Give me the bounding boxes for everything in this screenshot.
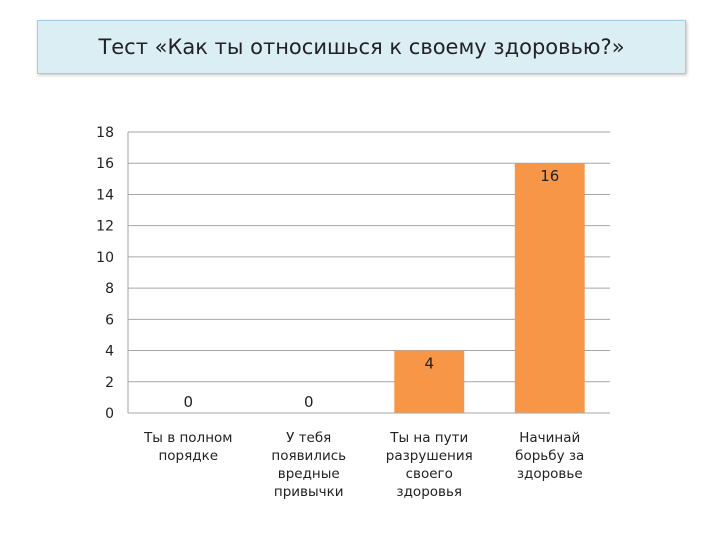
bar: [394, 350, 465, 413]
bars: [394, 163, 585, 413]
data-label: 16: [540, 167, 559, 185]
y-tick-label: 4: [105, 344, 114, 360]
y-tick-label: 16: [96, 156, 114, 172]
y-tick-label: 8: [105, 281, 114, 297]
y-tick-label: 2: [105, 375, 114, 391]
y-tick-label: 0: [105, 406, 114, 422]
title-box: Тест «Как ты относишься к своему здоровь…: [37, 20, 686, 74]
y-tick-label: 12: [96, 219, 114, 235]
category-label: Ты на пути разрушения своего здоровья: [386, 430, 473, 500]
data-labels: 0 0 4 16: [183, 167, 559, 411]
y-tick-label: 14: [96, 187, 114, 203]
data-label: 4: [424, 355, 434, 373]
y-tick-label: 6: [105, 312, 114, 328]
category-labels: Ты в полном порядке У тебя появились вредные…: [143, 430, 584, 500]
axes: [127, 132, 610, 414]
category-label: Ты в полном порядке: [143, 430, 232, 464]
y-axis-ticks: 0 2 4 6 8 10 12 14 16 18: [96, 125, 114, 422]
y-tick-label: 18: [96, 125, 114, 141]
category-label: У тебя появились вредные привычки: [271, 430, 346, 500]
page-title: Тест «Как ты относишься к своему здоровь…: [98, 35, 625, 59]
data-label: 0: [304, 393, 314, 411]
category-label: Начинай борьбу за здоровье: [515, 430, 584, 482]
data-label: 0: [183, 393, 193, 411]
bar: [514, 163, 585, 413]
y-tick-label: 10: [96, 250, 114, 266]
